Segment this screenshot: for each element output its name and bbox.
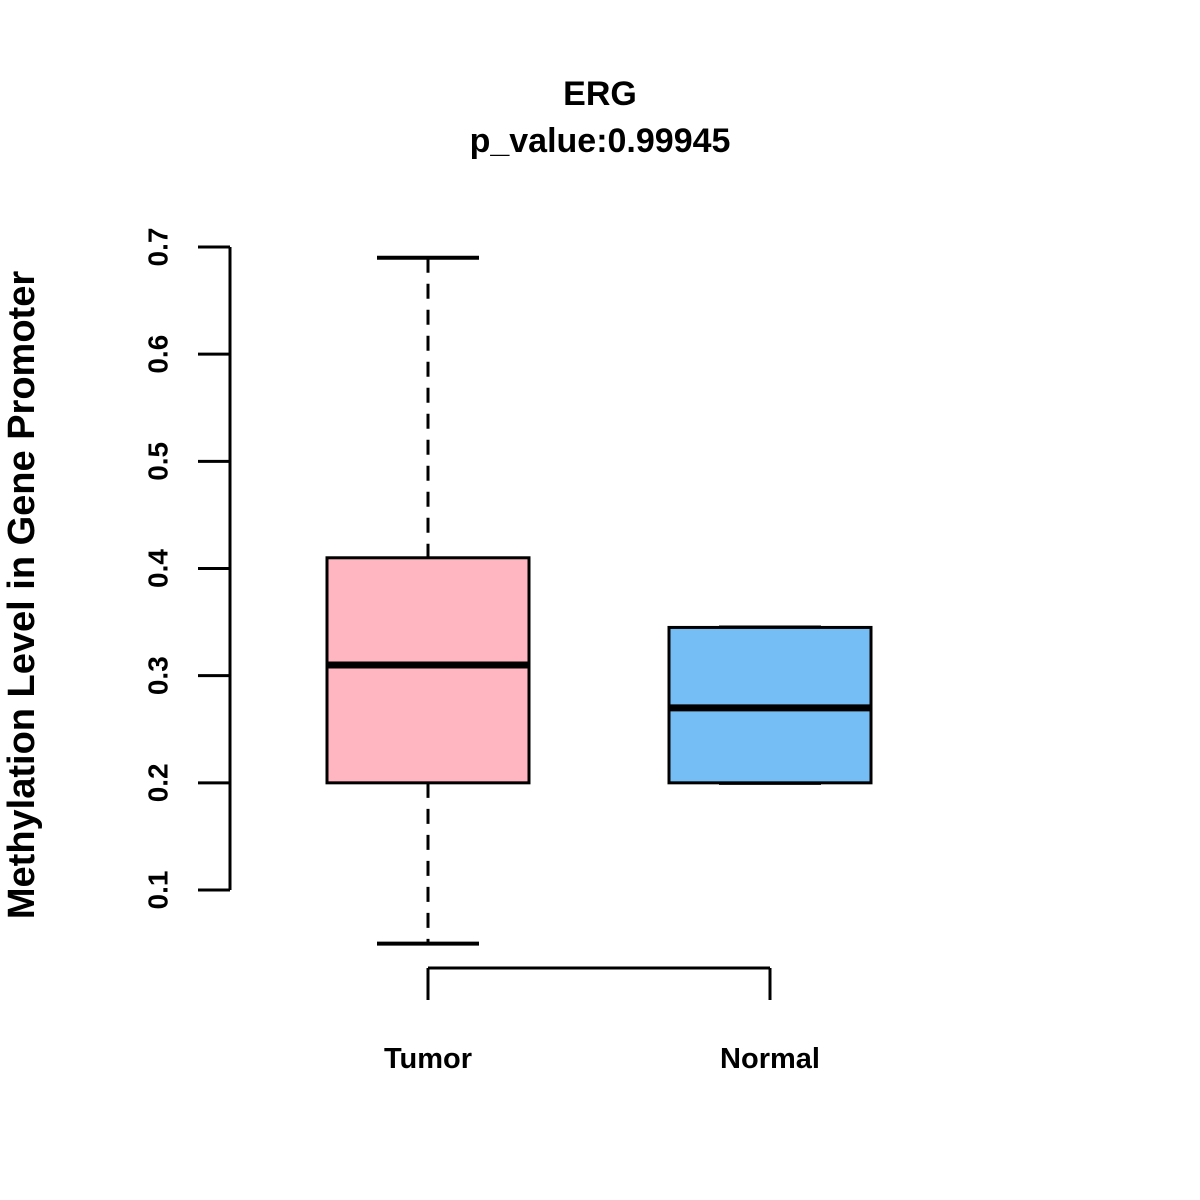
y-axis-tick-label: 0.7 bbox=[143, 228, 174, 267]
normal-box-group bbox=[667, 625, 873, 785]
y-axis: 0.1 0.2 0.3 0.4 0.5 0.6 0.7 bbox=[143, 228, 232, 910]
box-series bbox=[325, 255, 873, 946]
tumor-box-group bbox=[325, 255, 531, 946]
x-axis: Tumor Normal bbox=[384, 966, 820, 1075]
y-axis-tick-label: 0.4 bbox=[143, 549, 174, 588]
y-axis-tick-label: 0.5 bbox=[143, 442, 174, 481]
category-label-normal: Normal bbox=[720, 1043, 820, 1075]
tumor-box bbox=[325, 556, 531, 785]
chart-subtitle: p_value:0.99945 bbox=[470, 122, 731, 160]
y-axis-tick-label: 0.2 bbox=[143, 763, 174, 802]
chart-title: ERG bbox=[563, 75, 637, 113]
category-label-tumor: Tumor bbox=[384, 1043, 472, 1075]
y-axis-title: Methylation Level in Gene Promoter bbox=[1, 271, 43, 919]
y-axis-tick-label: 0.6 bbox=[143, 335, 174, 374]
y-axis-tick-label: 0.1 bbox=[143, 871, 174, 910]
y-axis-tick-label: 0.3 bbox=[143, 656, 174, 695]
